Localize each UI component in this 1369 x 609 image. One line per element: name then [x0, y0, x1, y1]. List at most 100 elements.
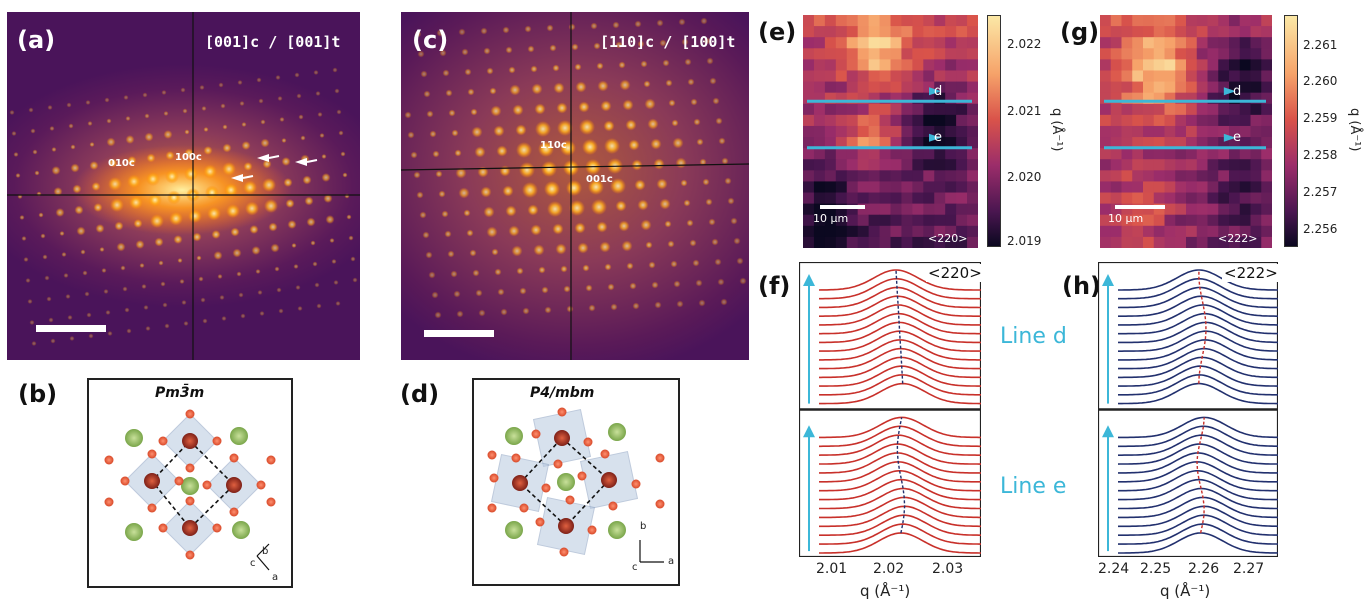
map-pixel: [1207, 103, 1219, 116]
diffraction-spot: [733, 237, 741, 245]
diffraction-spot: [428, 271, 436, 279]
oxygen-atom: [266, 497, 276, 507]
map-pixel: [945, 59, 957, 71]
oxygen-atom: [185, 409, 195, 419]
oxygen-atom: [174, 476, 184, 486]
diffraction-spot: [314, 282, 320, 288]
diffraction-spot: [659, 39, 667, 47]
map-pixel: [803, 15, 815, 27]
map-pixel: [803, 114, 815, 127]
line-d-label: Line d: [1000, 324, 1067, 349]
map-pixel: [890, 125, 902, 138]
intensity-profile: [818, 269, 981, 291]
diffraction-spot: [161, 90, 167, 95]
map-pixel: [1186, 92, 1198, 105]
diffraction-spot: [11, 131, 17, 136]
map-pixel: [890, 92, 902, 105]
map-pixel: [868, 114, 881, 127]
map-pixel: [1143, 214, 1155, 227]
map-pixel: [1261, 225, 1273, 238]
map-pixel: [1250, 103, 1262, 116]
map-pixel: [857, 181, 870, 194]
map-pixel: [912, 159, 924, 171]
diffraction-spot: [515, 124, 527, 136]
map-pixel: [1218, 125, 1230, 138]
diffraction-spot: [51, 147, 57, 152]
map-pixel: [1196, 37, 1208, 49]
diffraction-spot: [262, 159, 272, 169]
map-pixel: [1229, 170, 1241, 182]
map-pixel: [945, 203, 957, 216]
map-pixel: [890, 114, 902, 127]
diffraction-spot: [678, 18, 686, 26]
diffraction-spot: [184, 129, 190, 135]
map-pixel: [967, 59, 979, 71]
diffraction-spot: [296, 93, 302, 99]
diffraction-spot: [93, 203, 103, 212]
map-pixel: [1261, 114, 1273, 127]
map-pixel: [1153, 181, 1165, 194]
diffraction-spot: [220, 103, 226, 109]
map-pixel: [1143, 48, 1155, 60]
diffraction-spot: [249, 225, 259, 234]
map-pixel: [803, 170, 815, 182]
map-pixel: [1175, 159, 1187, 171]
diffraction-spot: [160, 281, 166, 287]
map-pixel: [1121, 70, 1133, 83]
map-pixel: [1186, 148, 1198, 160]
map-pixel: [934, 236, 946, 249]
diffraction-spot: [670, 260, 678, 268]
diffraction-spot: [560, 140, 576, 156]
map-pixel: [1186, 70, 1198, 83]
map-pixel: [1239, 148, 1251, 160]
map-pixel: [912, 203, 924, 216]
map-pixel: [934, 15, 946, 27]
map-pixel: [813, 59, 826, 71]
oxygen-atom: [104, 497, 114, 507]
map-pixel: [1196, 92, 1208, 105]
diffraction-spot: [350, 256, 356, 262]
map-pixel: [934, 114, 946, 127]
diffraction-spot: [610, 178, 626, 194]
map-pixel: [803, 70, 815, 83]
diffraction-spots-c: [401, 12, 749, 360]
spot-label-001: 001c: [586, 174, 613, 185]
diffraction-spot: [477, 166, 489, 178]
diffraction-spot: [534, 103, 546, 115]
diffraction-spot: [91, 182, 101, 191]
map-pixel: [934, 81, 946, 94]
map-pixel: [1261, 181, 1273, 194]
map-pixel: [890, 214, 902, 227]
diffraction-spot: [547, 201, 563, 217]
map-pixel: [1229, 203, 1241, 216]
map-pixel: [967, 114, 979, 127]
map-pixel: [857, 48, 870, 60]
map-pixel: [1196, 26, 1208, 38]
map-g-line-d-label: d: [1233, 84, 1242, 99]
a-site-atom: [608, 423, 626, 441]
map-pixel: [1229, 159, 1241, 171]
map-pixel: [956, 214, 968, 227]
map-pixel: [1132, 181, 1144, 194]
map-pixel: [945, 159, 957, 171]
diffraction-spot: [629, 282, 637, 290]
diffraction-spot: [650, 138, 662, 150]
diffraction-spot: [429, 130, 437, 138]
map-pixel: [901, 125, 913, 138]
oxygen-atom: [631, 479, 641, 489]
intensity-profile: [1118, 374, 1278, 396]
diffraction-spot: [200, 297, 206, 303]
map-pixel: [967, 81, 979, 94]
map-pixel: [890, 70, 902, 83]
diffraction-spot: [135, 240, 145, 249]
map-pixel: [901, 81, 913, 94]
map-pixel: [1143, 81, 1155, 94]
map-pixel: [1239, 192, 1251, 205]
diffraction-spot: [538, 141, 554, 157]
map-pixel: [1250, 15, 1262, 27]
map-pixel: [1207, 48, 1219, 60]
map-pixel: [1175, 137, 1187, 149]
diffraction-spot: [21, 236, 27, 241]
diffraction-spot: [557, 120, 573, 136]
map-pixel: [1164, 181, 1176, 194]
